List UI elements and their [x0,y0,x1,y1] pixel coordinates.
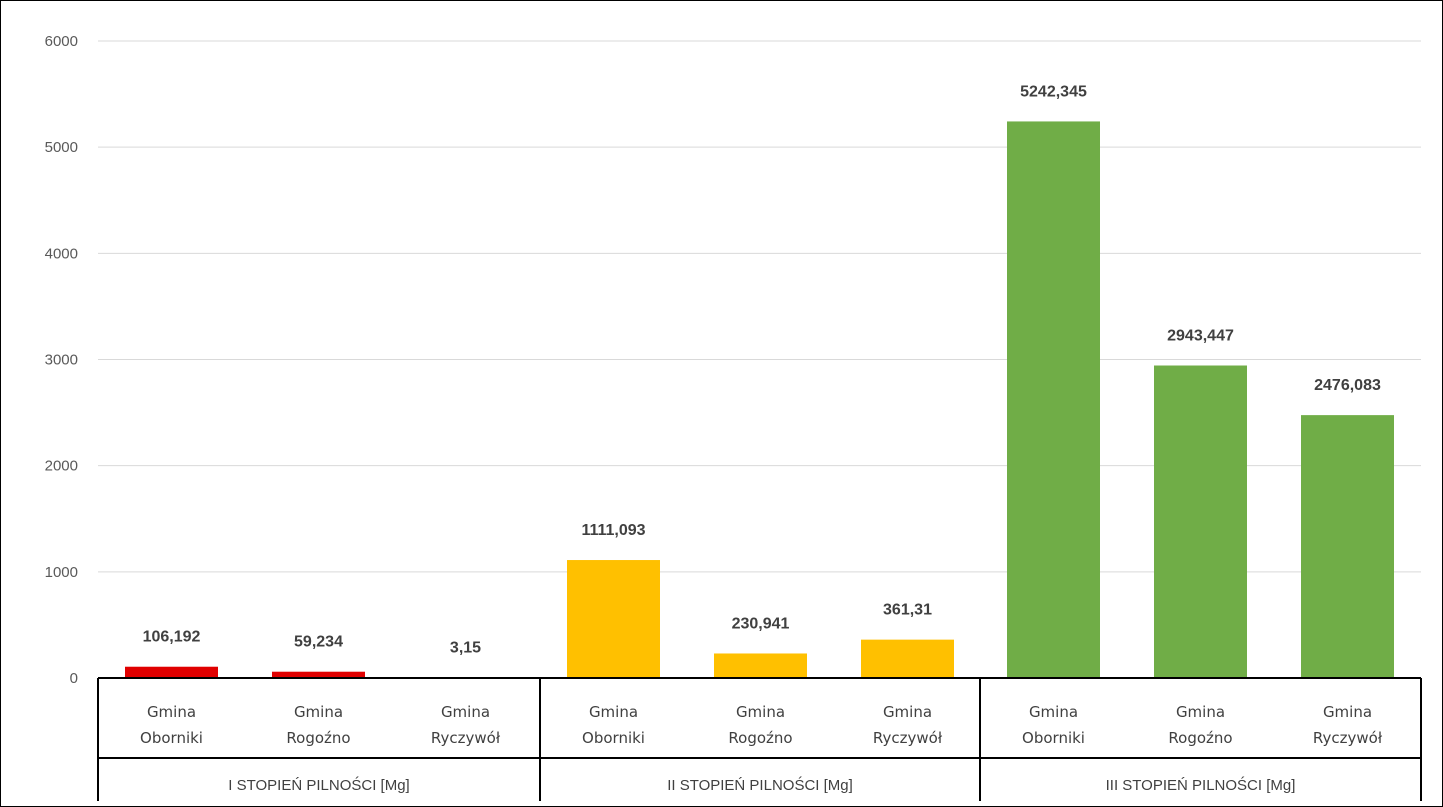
y-tick-label: 2000 [45,458,78,475]
category-label-line1: Gmina [883,703,932,721]
category-label-line2: Oborniki [140,729,203,747]
y-tick-label: 1000 [45,564,78,581]
data-label: 5242,345 [1020,83,1087,100]
bar [272,671,365,678]
bar [1301,415,1394,678]
category-label-line1: Gmina [736,703,785,721]
y-tick-label: 6000 [45,33,78,50]
bar [1154,365,1247,678]
category-label-line2: Ryczywół [431,729,501,747]
data-label: 2476,083 [1314,377,1381,394]
bar [1007,121,1100,679]
category-label-line1: Gmina [1323,703,1372,721]
bar [125,666,218,678]
group-label: II STOPIEŃ PILNOŚCI [Mg] [667,776,853,794]
data-label: 106,192 [143,629,201,646]
category-label-line2: Rogoźno [286,729,350,747]
data-label: 2943,447 [1167,328,1234,345]
category-label-line1: Gmina [441,703,490,721]
category-axis: Gmina Oborniki Gmina Rogoźno Gmina Ryczywół I … [97,677,1422,801]
category-label-line2: Rogoźno [1168,729,1232,747]
y-axis-tick-labels: 0 1000 2000 3000 4000 5000 6000 [45,33,78,687]
category-label-line2: Oborniki [582,729,645,747]
data-label: 1111,093 [581,522,645,539]
category-label-line1: Gmina [1176,703,1225,721]
category-label-line1: Gmina [147,703,196,721]
y-tick-label: 3000 [45,352,78,369]
bar [567,560,660,678]
y-tick-label: 4000 [45,245,78,262]
category-label-line2: Rogoźno [728,729,792,747]
data-label: 230,941 [732,615,790,632]
group-label: I STOPIEŃ PILNOŚCI [Mg] [228,776,409,794]
y-tick-label: 5000 [45,139,78,156]
category-label-line2: Ryczywół [873,729,943,747]
bar [714,653,807,678]
category-label-line2: Ryczywół [1313,729,1383,747]
data-label: 361,31 [883,602,932,619]
data-label: 3,15 [450,640,481,657]
data-labels: 106,192 59,234 3,15 1111,093 230,941 361,31 52… [143,83,1381,656]
category-label-line2: Oborniki [1022,729,1085,747]
group-label: III STOPIEŃ PILNOŚCI [Mg] [1106,776,1296,794]
y-tick-label: 0 [70,670,78,687]
bars [125,121,1394,679]
category-label-line1: Gmina [294,703,343,721]
data-label: 59,234 [294,634,343,651]
category-label-line1: Gmina [589,703,638,721]
category-label-line1: Gmina [1029,703,1078,721]
bar [861,639,954,678]
